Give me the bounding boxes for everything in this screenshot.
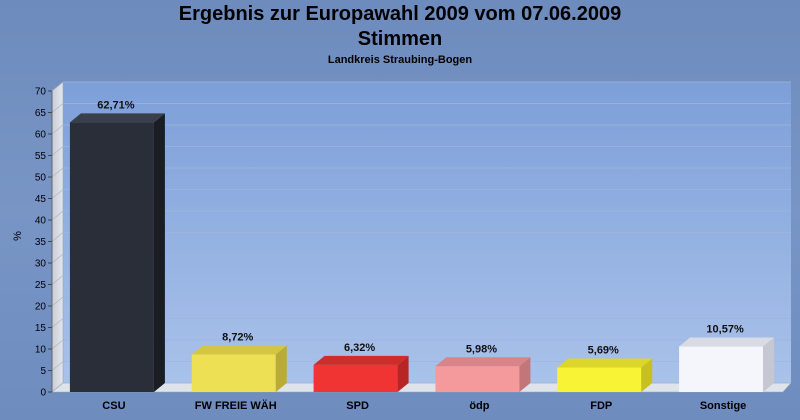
y-tick-label: 70 [35,87,47,98]
bar-side-2 [275,345,287,392]
bar-3 [313,364,398,392]
bar-side-5 [641,358,653,392]
bar-top-5 [557,358,653,368]
y-tick-label: 25 [35,280,47,291]
y-tick-label: 10 [35,345,47,356]
bar-4 [435,366,520,392]
chart-title: Ergebnis zur Europawahl 2009 vom 07.06.2… [178,3,622,25]
gridline-side [51,296,64,307]
data-label: 5,69% [588,345,619,357]
gridline-side [51,124,64,135]
y-tick-label: 60 [35,130,47,141]
gridline-side [51,318,64,328]
gridline-side [51,382,64,393]
data-label: 5,98% [466,343,497,355]
bar-side-6 [763,337,775,392]
data-label: 62,71% [97,99,135,111]
y-tick-label: 30 [35,259,47,270]
gridline-side [51,81,64,92]
y-tick-label: 45 [35,194,47,205]
data-label: 6,32% [344,342,375,354]
gridline-side [51,232,64,242]
x-category-label: SPD [346,400,369,412]
y-tick-label: 65 [35,108,47,119]
y-tick-label: 40 [35,216,47,227]
y-tick-label: 35 [35,237,47,248]
gridline-side [51,361,64,371]
y-tick-label: 15 [35,323,47,334]
bar-side-3 [397,355,409,392]
data-label: 10,57% [706,324,744,336]
bar-top-2 [191,345,287,355]
chart-region-label: Landkreis Straubing-Bogen [327,54,473,66]
gridline-side [51,167,64,178]
gridline-side [51,275,64,285]
bar-2 [191,354,276,392]
gridline-side [51,339,64,350]
bar-top-3 [313,355,409,365]
gridline-side [51,146,64,156]
y-tick-label: 5 [40,366,46,377]
bar-5 [557,367,642,392]
gridline-side [51,103,64,113]
chart-subtitle: Stimmen [357,28,443,50]
bar-top-6 [679,337,775,347]
data-label: 8,72% [222,332,253,344]
x-category-label: Sonstige [700,400,746,412]
gridline-side [51,189,64,199]
y-tick-label: 0 [40,388,46,399]
bar-1 [69,122,154,393]
y-tick-label: 20 [35,302,47,313]
x-category-label: FW FREIE WÄH [195,399,277,412]
x-category-label: CSU [102,400,125,412]
x-category-label: FDP [590,400,612,412]
gridline-side [51,210,64,221]
y-tick-label: 50 [35,173,47,184]
bar-top-1 [69,113,165,123]
bar-side-1 [153,113,165,393]
bar-6 [679,346,764,392]
x-category-label: ödp [469,400,489,412]
bar-side-4 [519,357,531,392]
gridline-side [51,253,64,264]
y-axis-label: % [12,231,24,241]
bar-top-4 [435,357,531,367]
y-tick-label: 55 [35,151,47,162]
